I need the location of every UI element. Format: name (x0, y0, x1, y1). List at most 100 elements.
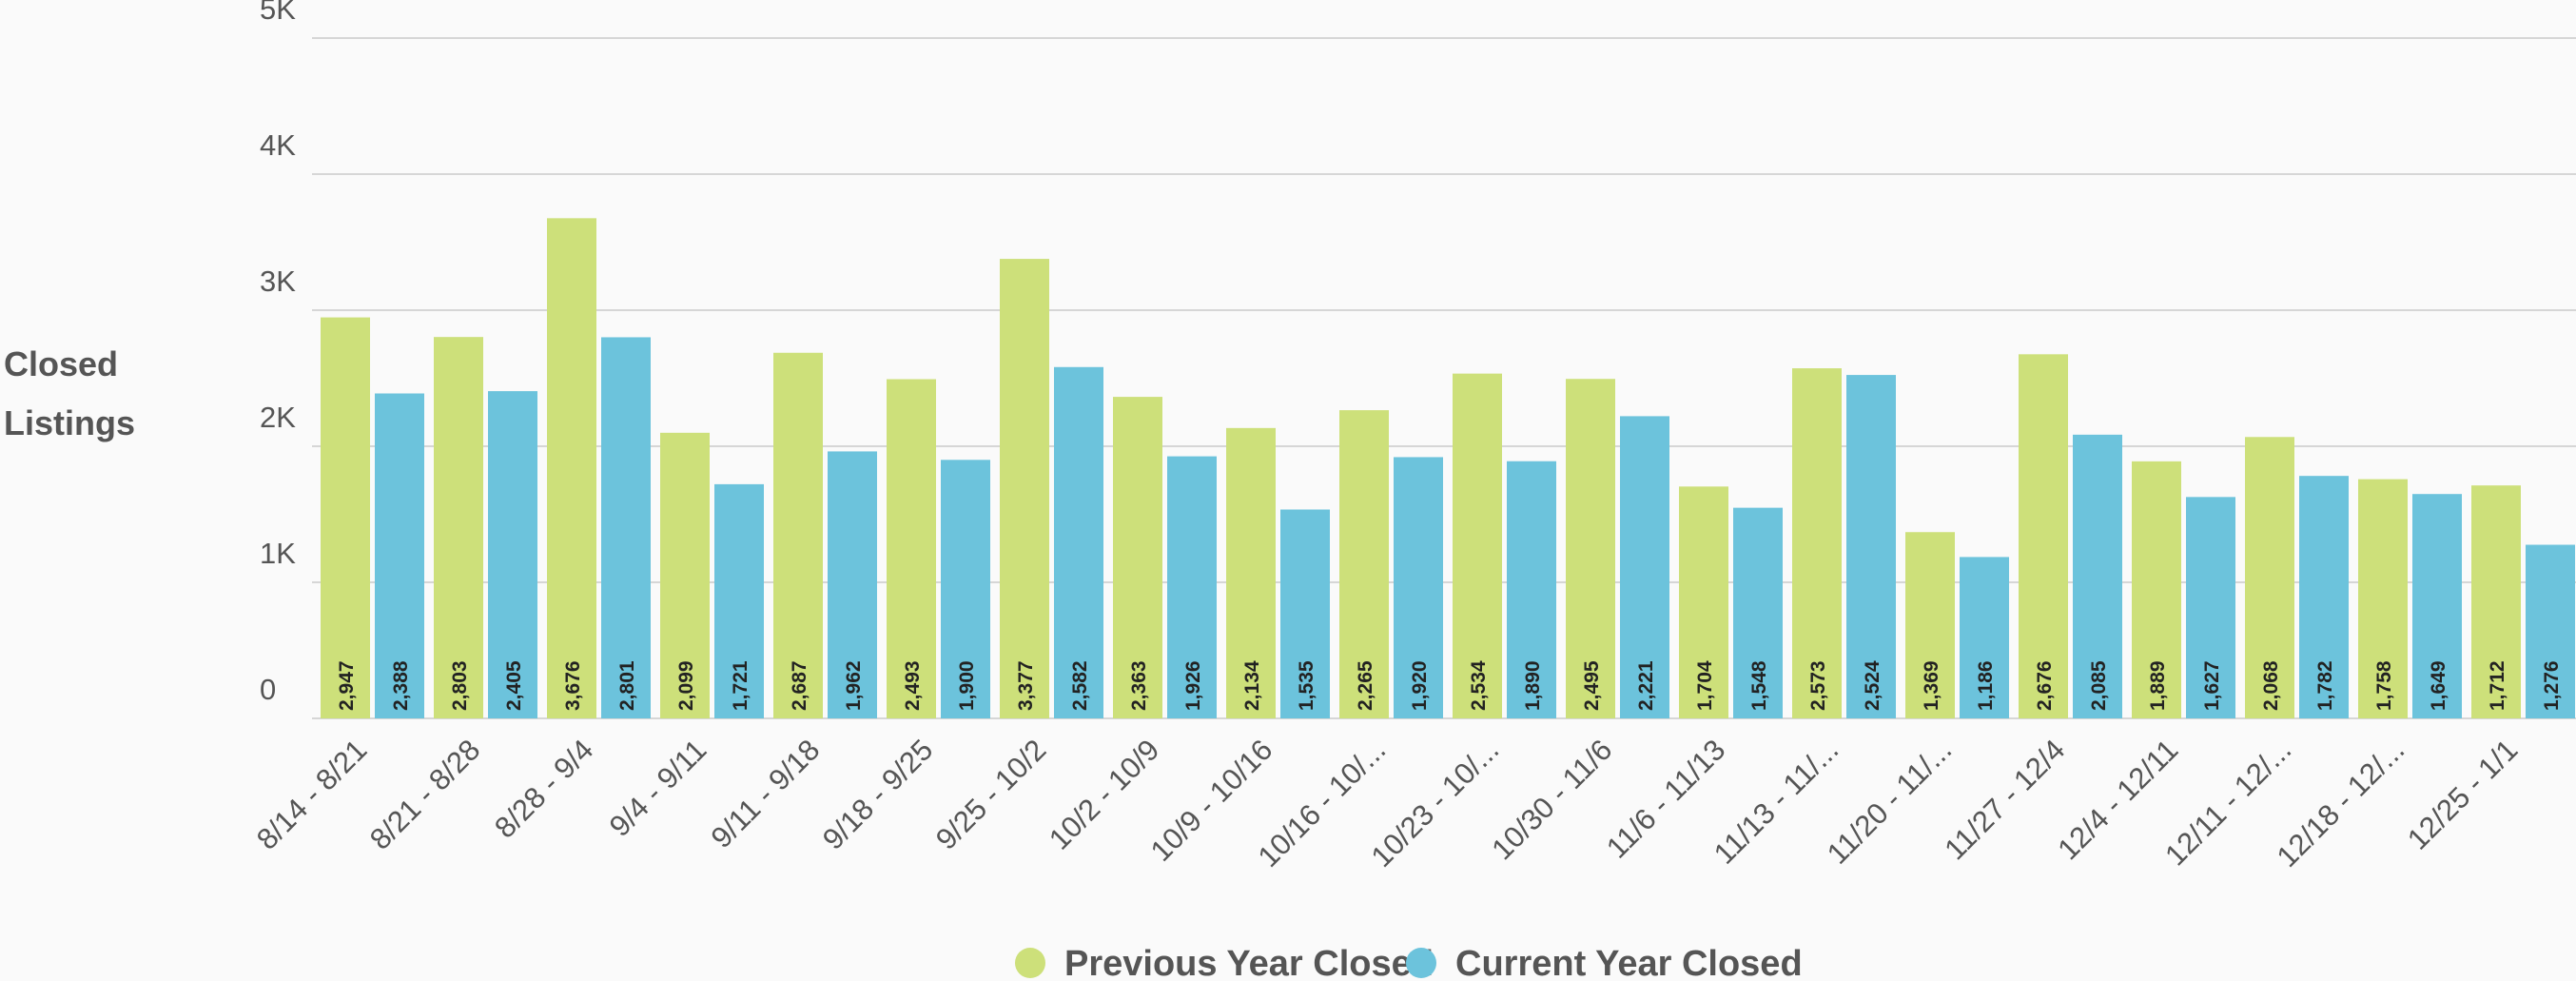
bar (2526, 544, 2575, 718)
data-label: 2,363 (1128, 660, 1150, 711)
bar (1339, 410, 1389, 718)
bar (434, 337, 483, 718)
bar (2245, 437, 2294, 718)
bar (1679, 486, 1728, 718)
bar (1054, 366, 1103, 718)
data-label: 2,676 (2034, 660, 2056, 711)
data-label: 3,377 (1015, 660, 1037, 711)
x-tick-label: 9/18 - 9/25 (816, 733, 940, 856)
bar (1733, 507, 1783, 718)
bar (1453, 373, 1502, 718)
bar (2471, 485, 2521, 718)
x-tick-label: 10/30 - 11/6 (1485, 733, 1618, 866)
bar (828, 451, 877, 718)
bar (714, 483, 764, 718)
y-tick-label: 4K (260, 128, 296, 162)
bar (1566, 379, 1615, 718)
data-label: 1,889 (2147, 660, 2169, 711)
data-label: 2,524 (1862, 660, 1883, 711)
bar (941, 460, 990, 718)
legend-marker (1406, 948, 1436, 978)
bar (601, 337, 651, 718)
legend-marker (1015, 948, 1045, 978)
legend-label: Current Year Closed (1455, 944, 1803, 981)
bar (1394, 457, 1443, 718)
y-tick-label: 2K (260, 401, 296, 434)
data-label: 1,721 (730, 660, 751, 711)
data-label: 2,405 (503, 660, 525, 711)
data-label: 1,548 (1748, 660, 1770, 711)
x-tick-label: 9/11 - 9/18 (705, 733, 827, 854)
data-label: 1,369 (1921, 660, 1942, 711)
y-axis-label: Closed Listings (4, 344, 136, 442)
data-label: 2,687 (789, 660, 810, 711)
data-label: 1,712 (2487, 660, 2508, 711)
bar (1620, 416, 1669, 718)
y-tick-label: 3K (260, 265, 296, 298)
y-tick-label: 0 (260, 673, 276, 706)
bar (1000, 259, 1049, 718)
bar (1846, 375, 1896, 718)
bar (2299, 476, 2349, 718)
data-label: 2,085 (2088, 660, 2110, 711)
x-tick-label: 11/27 - 12/4 (1938, 733, 2071, 866)
data-label: 1,926 (1182, 660, 1204, 711)
bar (887, 379, 936, 718)
data-label: 2,388 (390, 660, 412, 711)
data-label: 2,534 (1468, 660, 1490, 711)
bar (1905, 532, 1955, 718)
bar (1226, 427, 1276, 718)
bar (321, 317, 370, 718)
data-label: 1,186 (1975, 660, 1997, 711)
bar (2358, 479, 2408, 718)
bar (488, 391, 537, 718)
data-label: 1,649 (2428, 660, 2449, 711)
data-label: 1,535 (1296, 660, 1317, 711)
data-label: 2,801 (616, 660, 638, 711)
bar (1113, 397, 1162, 718)
bar (1280, 509, 1330, 718)
data-label: 1,900 (956, 660, 978, 711)
bar (773, 352, 823, 718)
x-tick-label: 10/2 - 10/9 (1043, 733, 1166, 856)
x-tick-label: 8/14 - 8/21 (250, 733, 374, 856)
data-label: 1,276 (2541, 660, 2563, 711)
data-label: 2,573 (1807, 660, 1829, 711)
y-tick-label: 5K (260, 0, 296, 26)
x-tick-label: 8/28 - 9/4 (488, 733, 599, 844)
data-label: 2,265 (1355, 660, 1376, 711)
data-label: 3,676 (562, 660, 584, 711)
data-label: 2,493 (902, 660, 924, 711)
bar (2186, 497, 2235, 718)
data-label: 2,068 (2260, 660, 2282, 711)
bar (1960, 557, 2009, 718)
data-label: 1,920 (1409, 660, 1431, 711)
data-label: 2,099 (675, 660, 697, 711)
data-label: 1,782 (2314, 660, 2336, 711)
bar (1167, 456, 1217, 718)
data-label: 2,134 (1241, 660, 1263, 711)
data-label: 1,627 (2201, 660, 2223, 711)
data-label: 2,582 (1069, 660, 1091, 711)
data-label: 1,962 (843, 660, 865, 711)
data-label: 2,221 (1635, 660, 1657, 711)
x-tick-label: 9/4 - 9/11 (603, 733, 713, 843)
data-label: 2,495 (1581, 660, 1603, 711)
bar (1507, 461, 1556, 718)
x-tick-label: 12/25 - 1/1 (2401, 733, 2525, 856)
x-tick-label: 8/21 - 8/28 (363, 733, 487, 856)
data-label: 2,803 (449, 660, 471, 711)
data-label: 1,758 (2373, 660, 2395, 711)
bar (660, 432, 710, 718)
bar (1792, 368, 1842, 718)
y-tick-label: 1K (260, 537, 296, 570)
bar (2019, 354, 2068, 718)
data-label: 2,947 (336, 660, 358, 711)
bar (2132, 461, 2181, 718)
data-label: 1,890 (1522, 660, 1544, 711)
x-tick-label: 9/25 - 10/2 (929, 733, 1053, 856)
bar (2412, 494, 2462, 718)
bar (2073, 434, 2122, 718)
